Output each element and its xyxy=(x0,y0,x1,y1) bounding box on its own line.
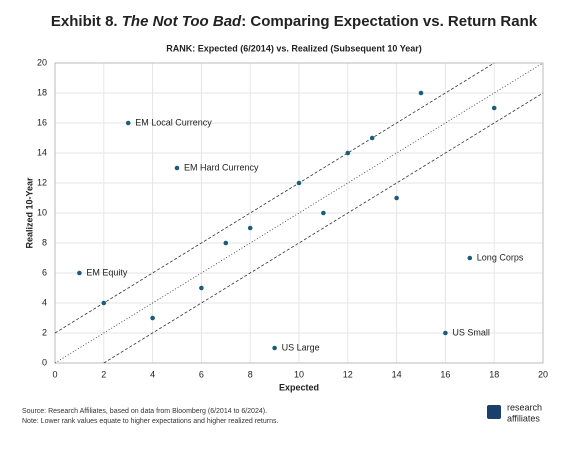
point-label: Long Corps xyxy=(477,252,524,262)
y-tick-label: 0 xyxy=(42,357,47,367)
point xyxy=(247,225,253,231)
reference-line xyxy=(103,92,544,364)
chart-title: Exhibit 8. The Not Too Bad: Comparing Ex… xyxy=(51,13,538,30)
source-note: Source: Research Affiliates, based on da… xyxy=(22,408,267,415)
point xyxy=(321,210,326,216)
point-label: EM Equity xyxy=(86,267,128,277)
point xyxy=(150,315,155,321)
y-tick-label: 10 xyxy=(37,207,47,217)
x-tick-label: 20 xyxy=(538,369,548,379)
title-italic: The Not Too Bad xyxy=(122,13,242,30)
point xyxy=(174,165,180,171)
x-tick-label: 0 xyxy=(52,369,57,379)
point xyxy=(443,330,448,336)
plot-frame xyxy=(54,62,544,364)
point xyxy=(491,105,497,111)
x-tick-label: 2 xyxy=(101,369,106,379)
reference-line xyxy=(54,62,544,364)
x-tick-label: 14 xyxy=(392,369,402,379)
title-suffix: : Comparing Expectation vs. Return Rank xyxy=(241,13,538,30)
point xyxy=(418,90,424,96)
x-tick-label: 18 xyxy=(489,369,499,379)
y-tick-label: 14 xyxy=(37,147,47,157)
reference-line xyxy=(54,62,495,334)
logo-text: research xyxy=(507,402,542,412)
y-tick-label: 6 xyxy=(42,267,47,277)
point xyxy=(199,285,204,291)
x-tick-label: 16 xyxy=(440,369,450,379)
source-note: Note: Lower rank values equate to higher… xyxy=(22,418,278,425)
point xyxy=(369,135,375,141)
point xyxy=(272,345,277,351)
x-tick-label: 4 xyxy=(150,369,155,379)
y-tick-label: 8 xyxy=(42,237,47,247)
point-label: EM Local Currency xyxy=(135,117,212,127)
point-label: EM Hard Currency xyxy=(184,162,259,172)
y-tick-label: 18 xyxy=(37,87,47,97)
y-tick-label: 4 xyxy=(42,297,47,307)
logo-mark xyxy=(487,405,501,419)
point-label: US Small xyxy=(452,327,490,337)
x-tick-label: 8 xyxy=(248,369,253,379)
x-tick-label: 6 xyxy=(199,369,204,379)
y-tick-label: 20 xyxy=(37,57,47,67)
point xyxy=(77,270,82,276)
point xyxy=(467,255,473,261)
title-prefix: Exhibit 8. xyxy=(51,13,118,30)
point xyxy=(125,120,131,126)
chart-subtitle: RANK: Expected (6/2014) vs. Realized (Su… xyxy=(166,43,421,53)
point-label: US Large xyxy=(282,342,320,352)
point xyxy=(223,240,229,246)
x-tick-label: 10 xyxy=(294,369,304,379)
point xyxy=(101,300,107,306)
x-tick-label: 12 xyxy=(343,369,353,379)
point xyxy=(345,150,351,156)
point xyxy=(394,195,399,201)
x-axis-label: Expected xyxy=(279,382,319,392)
y-tick-label: 16 xyxy=(37,117,47,127)
point xyxy=(296,180,302,186)
logo: research affiliates xyxy=(487,402,542,423)
y-tick-label: 2 xyxy=(42,327,47,337)
y-axis-label: Realized 10-Year xyxy=(24,177,34,249)
logo-text: affiliates xyxy=(507,413,540,423)
y-tick-label: 12 xyxy=(37,177,47,187)
